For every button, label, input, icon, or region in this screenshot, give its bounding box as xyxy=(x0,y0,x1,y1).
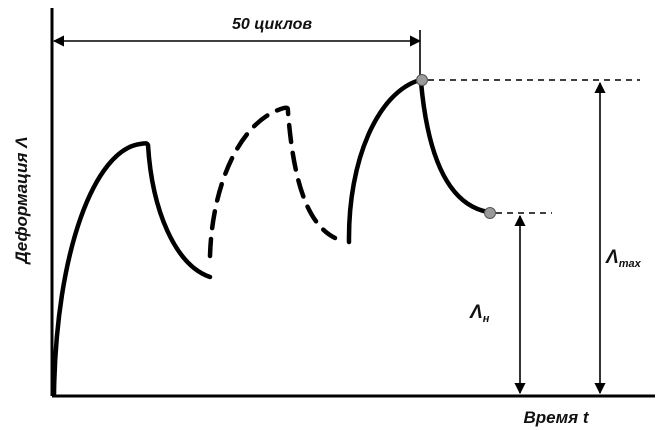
intermediate-cycles-curve xyxy=(207,105,338,259)
max-point-marker xyxy=(416,74,428,86)
residual-point-marker xyxy=(484,207,496,219)
max-deformation-label: Λmax xyxy=(605,247,642,270)
residual-symbol: Λ xyxy=(469,302,483,323)
first-cycle-curve xyxy=(51,141,213,397)
x-axis-label: Время t xyxy=(523,408,589,427)
last-cycle-curve xyxy=(346,77,491,245)
cycles-label: 50 циклов xyxy=(232,16,312,33)
y-axis-label: Деформация Λ xyxy=(12,137,31,266)
residual-subscript: н xyxy=(483,313,490,325)
max-symbol: Λ xyxy=(605,247,619,268)
residual-deformation-label: Λн xyxy=(469,302,490,325)
max-subscript: max xyxy=(619,258,642,270)
